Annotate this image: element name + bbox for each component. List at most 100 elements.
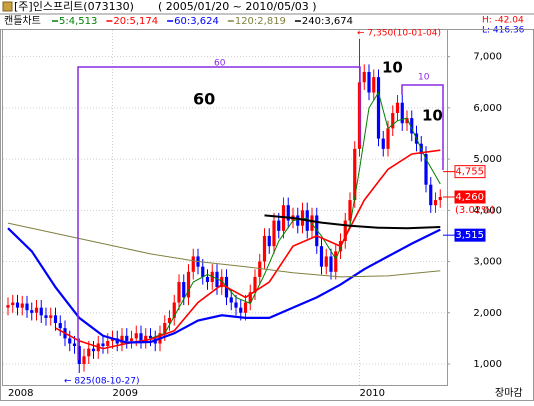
stat-low: L: 416.36 [482,26,525,36]
candle-body [25,303,29,311]
candle-body [324,256,328,267]
moving-average-line [264,214,441,230]
candle-body [272,220,276,247]
legend-entry: 240:3,674 [302,16,353,27]
candle-body [44,315,48,318]
annotation: ← 825(08-10-27) [64,377,139,387]
candle-body [163,323,167,334]
candle-body [220,276,224,288]
price-tag-box [454,228,486,242]
y-tick-label: 7,000 [473,52,502,63]
candle-body [58,323,62,329]
candle-body [34,307,39,313]
moving-average-line [55,149,441,350]
candle-body [215,271,219,288]
x-tick-label: 2010 [360,388,385,399]
candle-body [319,246,324,267]
candle-body [101,343,105,347]
price-tag-box [454,165,486,179]
candle-body [381,138,385,149]
y-tick-label: 5,000 [473,154,502,165]
candle-body [134,333,138,339]
candle-body [191,256,195,272]
candle-body [386,128,390,149]
legend-entry: 120:2,819 [235,16,286,27]
candle-body [205,276,210,283]
y-tick-label: 4,000 [473,205,502,216]
candle-body [82,356,86,364]
annotation: 10 [382,59,403,77]
moving-average-line [7,227,441,344]
legend-entry: 60:3,624 [174,16,219,27]
candle-body [68,338,72,344]
grid-layer: 1,000 2,000 3,000 4,000 5,000 6,000 7,000 2008 2… [3,30,502,399]
chart-subtitle: ( 2005/01/20 ~ 2010/05/03 ) [158,0,317,13]
chart-label: 캔들차트 [4,15,41,27]
candle-body [334,251,338,272]
candle-body [87,348,91,357]
candle-body [362,72,366,83]
period-brackets [77,66,444,360]
candle-body [186,271,191,298]
candle-body [91,348,96,352]
legend-entry: 5:4,513 [59,16,97,27]
legend-entry: 20:5,174 [113,16,158,27]
moving-average-line [7,222,441,278]
candle-body [438,196,442,201]
candle-body [286,205,290,221]
candle-body [429,184,433,206]
candle-body [243,302,248,313]
candle-body [177,282,181,303]
candle-body [372,77,376,93]
candle-body [139,333,143,341]
price-tag-label: 4,755 [455,167,484,178]
candle-body [125,335,129,341]
candle-body [262,235,267,262]
candle-body [129,338,134,341]
change-label: (3.02%) [455,205,495,216]
candle-body [201,266,205,277]
x-tick-label: 2009 [113,388,138,399]
annotation: ← 7,350(10-01-04) [357,29,441,39]
candle-body [239,307,243,313]
candle-body [424,153,428,185]
candle-body [267,235,271,247]
price-tag-label: 3,515 [455,230,484,241]
candle-body [343,220,347,242]
candle-body [253,276,257,293]
candle-body [49,315,53,318]
candle-body [53,315,58,324]
candle-body [77,346,81,364]
title-icon [2,1,13,12]
candle-body [11,302,15,306]
y-tick-label: 6,000 [473,103,502,114]
annotation: 60 [214,59,226,69]
candle-body [144,335,148,341]
corner-label: 장마감 [495,387,523,399]
candle-body [20,303,24,308]
candle-body [39,307,43,316]
marks-layer [6,38,442,373]
candle-body [106,340,110,347]
y-tick-label: 3,000 [473,257,502,268]
y-tick-label: 2,000 [473,308,502,319]
y-tick-label: 1,000 [473,359,502,370]
candle-body [405,118,409,124]
candle-body [329,256,333,272]
candle-body [367,72,371,93]
moving-average-line [150,91,441,339]
candle-body [300,210,305,226]
candle-body [410,118,414,134]
price-tag-box [454,190,486,204]
price-tag-label: 4,260 [455,192,484,203]
candle-body [30,310,34,313]
candle-body [6,305,10,308]
candle-body [391,112,395,129]
annotation: 10 [418,73,430,83]
candle-body [234,302,238,308]
candle-body [172,302,176,318]
candle-body [229,297,233,303]
candle-body [248,292,252,303]
